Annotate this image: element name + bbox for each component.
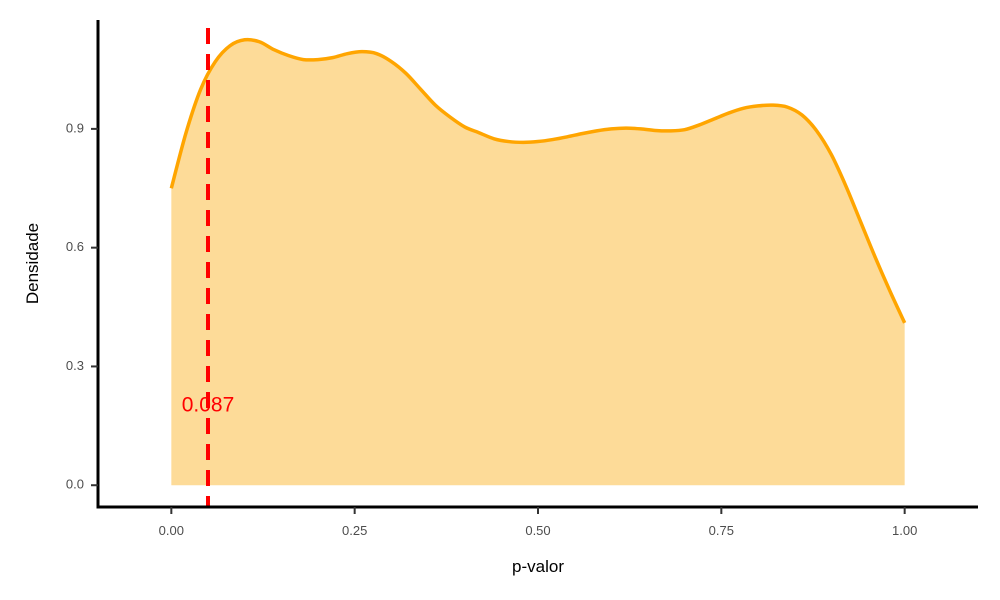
plot-area: 0.087 [169, 28, 907, 507]
x-tick-label: 0.00 [159, 523, 184, 538]
y-tick-label: 0.0 [66, 477, 84, 492]
y-tick-label: 0.3 [66, 358, 84, 373]
y-axis-title: Densidade [23, 223, 42, 304]
x-axis-ticks: 0.00 0.25 0.50 0.75 1.00 [159, 507, 917, 538]
x-tick-label: 0.50 [525, 523, 550, 538]
x-axis-title: p-valor [512, 557, 564, 576]
density-curve-line [169, 37, 907, 324]
density-area-fill [171, 39, 905, 486]
y-tick-label: 0.9 [66, 120, 84, 135]
y-tick-label: 0.6 [66, 239, 84, 254]
x-tick-label: 0.25 [342, 523, 367, 538]
reference-annotation: 0.087 [182, 394, 235, 417]
y-axis-ticks: 0.0 0.3 0.6 0.9 [66, 120, 98, 492]
x-tick-label: 0.75 [709, 523, 734, 538]
x-tick-label: 1.00 [892, 523, 917, 538]
